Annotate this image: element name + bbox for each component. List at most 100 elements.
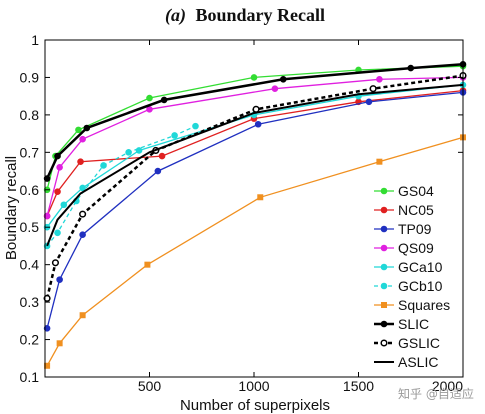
chart-title-main: Boundary Recall	[195, 5, 325, 25]
data-point-gcb10	[192, 122, 199, 130]
y-tick-label: 0.3	[20, 294, 40, 310]
series-aslic	[46, 83, 464, 247]
data-point-qs09	[271, 85, 279, 92]
data-point-squares	[144, 261, 151, 268]
legend-label-squares: Squares	[398, 297, 450, 313]
data-point-gslic	[51, 259, 60, 267]
svg-text:(a) Boundary Recall: (a) Boundary Recall	[165, 5, 325, 26]
data-point-slic	[43, 175, 51, 182]
legend-item-gcb10: GCb10	[374, 278, 443, 294]
data-point-gca10	[135, 147, 143, 154]
legend-label-nc05: NC05	[398, 202, 434, 218]
data-point-slic	[279, 76, 287, 83]
data-point-gslic	[252, 105, 260, 113]
data-point-qs09	[79, 135, 86, 143]
y-tick-label: 0.2	[20, 332, 40, 348]
data-point-tp09	[43, 325, 51, 332]
series-slic	[43, 61, 467, 182]
data-point-qs09	[43, 212, 51, 220]
legend-marker-qs09	[380, 244, 388, 252]
legend: GS04 NC05 TP09 QS09 GCa10 GCb10 Squares SLIC GSL…	[364, 176, 463, 377]
legend-marker-gs04	[380, 187, 388, 195]
legend-item-squares: Squares	[374, 297, 450, 313]
legend-item-qs09: QS09	[374, 240, 434, 256]
legend-label-tp09: TP09	[398, 221, 432, 237]
series-tp09	[43, 89, 467, 332]
legend-marker-gslic	[380, 339, 388, 347]
data-point-nc05	[77, 158, 84, 165]
legend-item-gs04: GS04	[374, 183, 434, 199]
legend-label-gcb10: GCb10	[398, 278, 443, 294]
legend-item-tp09: TP09	[374, 221, 432, 237]
data-point-qs09	[56, 164, 63, 171]
chart-title: (a) Boundary Recall	[165, 5, 325, 26]
data-point-slic	[83, 124, 91, 132]
legend-marker-squares	[381, 302, 387, 308]
x-tick-label: 2000	[432, 378, 463, 394]
legend-label-aslic: ASLIC	[398, 354, 438, 370]
data-point-tp09	[79, 231, 86, 239]
y-tick-label: 0.8	[20, 107, 40, 123]
data-point-squares	[376, 158, 383, 165]
data-point-gcb10	[125, 149, 132, 156]
data-point-tp09	[254, 120, 262, 128]
x-axis-title: Number of superpixels	[180, 397, 330, 414]
data-point-tp09	[365, 98, 373, 106]
data-point-squares	[56, 340, 63, 347]
data-point-gcb10	[171, 132, 178, 139]
data-point-slic	[160, 96, 168, 104]
series-layer	[43, 61, 467, 369]
data-point-gs04	[250, 74, 258, 81]
data-point-tp09	[56, 276, 63, 283]
data-point-gslic	[369, 85, 377, 93]
data-point-squares	[257, 194, 264, 201]
y-tick-label: 1	[31, 32, 39, 48]
data-point-nc05	[54, 188, 61, 195]
x-tick-label: 1500	[343, 378, 374, 394]
x-tick-label: 500	[138, 378, 162, 394]
y-tick-label: 0.7	[20, 144, 40, 160]
legend-label-gca10: GCa10	[398, 259, 443, 275]
data-point-slic	[407, 64, 415, 72]
legend-marker-gca10	[380, 263, 388, 271]
legend-marker-tp09	[380, 225, 388, 233]
data-point-gcb10	[100, 162, 107, 169]
series-line-aslic	[46, 83, 464, 247]
legend-marker-slic	[380, 320, 388, 328]
legend-label-qs09: QS09	[398, 240, 434, 256]
y-tick-label: 0.4	[20, 257, 40, 273]
data-point-gca10	[60, 201, 68, 209]
chart-title-prefix: (a)	[165, 5, 186, 26]
legend-item-slic: SLIC	[374, 316, 429, 332]
legend-label-gslic: GSLIC	[398, 335, 440, 351]
data-point-qs09	[146, 105, 153, 113]
data-point-squares	[79, 312, 86, 319]
x-tick-label: 1000	[238, 378, 269, 394]
data-point-gs04	[146, 94, 153, 102]
legend-marker-nc05	[380, 206, 388, 214]
data-point-gs04	[75, 126, 82, 134]
data-point-gcb10	[54, 229, 61, 237]
legend-item-gslic: GSLIC	[374, 335, 440, 351]
data-point-qs09	[376, 76, 383, 83]
data-point-gca10	[79, 184, 86, 192]
data-point-gslic	[79, 210, 87, 218]
y-tick-label: 0.6	[20, 182, 40, 198]
legend-label-gs04: GS04	[398, 183, 434, 199]
y-tick-label: 0.5	[20, 219, 40, 235]
legend-label-slic: SLIC	[398, 316, 429, 332]
legend-item-aslic: ASLIC	[374, 354, 438, 370]
data-point-tp09	[154, 167, 162, 175]
data-point-nc05	[158, 152, 166, 160]
y-tick-label: 0.1	[20, 369, 40, 385]
y-axis-title: Boundary recall	[3, 156, 20, 260]
y-tick-label: 0.9	[20, 69, 40, 85]
legend-item-gca10: GCa10	[374, 259, 443, 275]
data-point-gslic	[43, 294, 51, 302]
legend-marker-gcb10	[380, 282, 388, 290]
watermark-text: 知乎 @自适应	[398, 386, 474, 401]
data-point-slic	[54, 152, 61, 160]
